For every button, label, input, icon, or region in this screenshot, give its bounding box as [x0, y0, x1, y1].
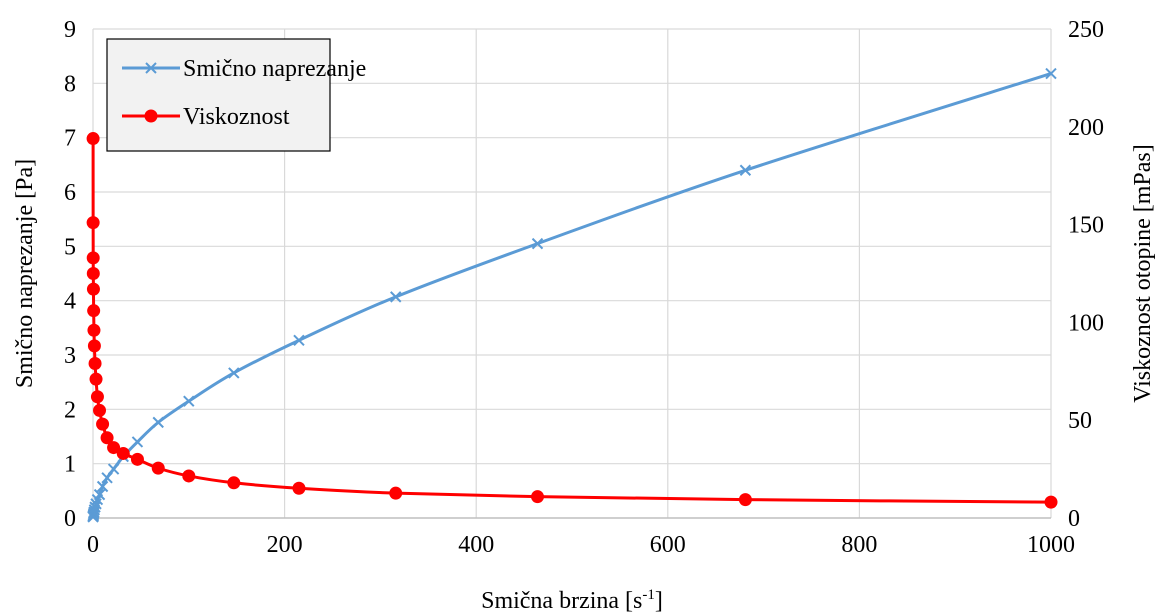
right-y-tick-label: 100	[1068, 310, 1104, 336]
data-point-circle	[87, 323, 101, 337]
left-y-tick-label: 2	[64, 397, 76, 423]
data-point-x	[293, 334, 305, 347]
data-point-x	[107, 463, 120, 475]
left-y-tick-label: 0	[64, 506, 76, 532]
left-y-axis-title: Smično naprezanje [Pa]	[12, 159, 38, 388]
data-point-circle	[227, 476, 241, 490]
legend: Smično naprezanje Viskoznost	[106, 38, 366, 152]
series-line	[91, 138, 1052, 504]
data-point-circle	[107, 441, 121, 455]
data-point-circle	[116, 446, 130, 460]
left-y-tick-label: 3	[64, 343, 76, 369]
series-smicno-naprezanje	[87, 67, 1057, 523]
data-point-x	[152, 416, 164, 429]
left-y-tick-label: 4	[64, 289, 76, 315]
legend-label-viskoznost: Viskoznost	[183, 104, 290, 130]
left-y-tick-label: 8	[64, 71, 76, 97]
data-point-circle	[738, 493, 752, 507]
x-tick-label: 200	[267, 532, 303, 558]
data-point-circle	[87, 304, 101, 318]
x-axis-title: Smična brzina [s-1]	[481, 587, 663, 612]
data-point-circle	[389, 486, 403, 500]
right-y-tick-labels: 0 50 100 150 200 250	[1068, 17, 1104, 532]
right-y-tick-label: 150	[1068, 213, 1104, 239]
left-y-tick-label: 1	[64, 452, 76, 478]
data-point-circle	[130, 452, 144, 466]
data-point-circle	[86, 282, 100, 296]
x-tick-label: 1000	[1027, 532, 1075, 558]
series	[86, 67, 1058, 523]
data-point-circle	[87, 339, 101, 353]
x-tick-label: 600	[650, 532, 686, 558]
data-point-circle	[100, 431, 114, 445]
right-y-tick-label: 200	[1068, 115, 1104, 141]
data-point-x	[390, 291, 402, 303]
data-point-circle	[89, 372, 103, 386]
x-tick-labels: 0 200 400 600 800 1000	[87, 532, 1075, 558]
data-point-circle	[292, 481, 306, 495]
data-point-x	[1045, 67, 1057, 80]
x-tick-label: 800	[841, 532, 877, 558]
data-point-x	[101, 472, 113, 484]
data-point-x	[531, 237, 544, 250]
left-y-tick-label: 5	[64, 234, 76, 260]
data-point-x	[131, 436, 144, 448]
legend-marker-circle	[144, 109, 158, 123]
data-point-x	[89, 501, 101, 513]
right-y-axis-title: Viskoznost otopine [mPas]	[1130, 144, 1156, 403]
data-point-circle	[1044, 495, 1058, 509]
data-point-circle	[88, 356, 102, 370]
data-point-x	[228, 367, 240, 379]
left-y-tick-label: 9	[64, 17, 76, 43]
data-point-x	[93, 488, 106, 501]
right-y-tick-label: 250	[1068, 17, 1104, 43]
data-point-circle	[90, 390, 104, 404]
legend-item-viskoznost: Viskoznost	[122, 104, 290, 130]
data-point-circle	[182, 469, 196, 483]
legend-box	[106, 38, 331, 152]
legend-item-smicno-naprezanje: Smično naprezanje	[122, 56, 366, 82]
data-point-circle	[86, 216, 100, 230]
series-viskoznost	[86, 132, 1058, 509]
data-point-x	[183, 395, 195, 407]
left-y-tick-label: 7	[64, 126, 76, 152]
left-y-tick-labels: 0 1 2 3 4 5 6 7 8 9	[64, 17, 76, 532]
data-point-circle	[151, 461, 165, 475]
legend-marker-x	[145, 62, 157, 74]
right-y-tick-label: 50	[1068, 408, 1092, 434]
data-point-x	[739, 164, 752, 176]
legend-label-smicno-naprezanje: Smično naprezanje	[183, 56, 366, 82]
data-point-x	[96, 480, 109, 493]
data-point-circle	[86, 132, 100, 146]
data-point-circle	[96, 417, 110, 431]
x-tick-label: 0	[87, 532, 99, 558]
data-point-circle	[93, 403, 107, 417]
data-point-circle	[531, 490, 545, 504]
right-y-tick-label: 0	[1068, 506, 1080, 532]
x-tick-label: 400	[458, 532, 494, 558]
left-y-tick-label: 6	[64, 180, 76, 206]
data-point-circle	[86, 267, 100, 280]
data-point-circle	[86, 251, 100, 265]
